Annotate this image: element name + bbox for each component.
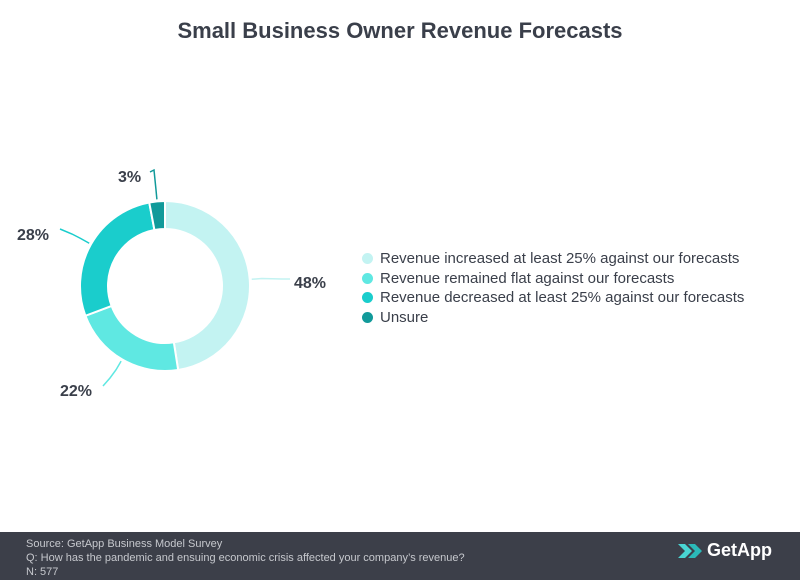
- leader-line-increased: [252, 278, 290, 279]
- legend-item-decreased[interactable]: Revenue decreased at least 25% against o…: [362, 288, 744, 308]
- leader-line-unsure: [150, 170, 157, 199]
- legend-item-flat[interactable]: Revenue remained flat against our foreca…: [362, 269, 744, 289]
- footer-notes: Source: GetApp Business Model Survey Q: …: [26, 537, 465, 579]
- logo-text: GetApp: [707, 540, 772, 561]
- footer: Source: GetApp Business Model Survey Q: …: [0, 532, 800, 580]
- donut-chart: 48% 22% 28% 3%: [0, 140, 360, 420]
- value-label-flat: 22%: [60, 383, 92, 400]
- legend-swatch: [362, 312, 373, 323]
- getapp-logo[interactable]: GetApp: [678, 540, 772, 561]
- legend-label: Revenue remained flat against our foreca…: [380, 270, 674, 287]
- legend-item-increased[interactable]: Revenue increased at least 25% against o…: [362, 249, 744, 269]
- sample-size-text: N: 577: [26, 565, 465, 579]
- slice-flat[interactable]: [85, 306, 178, 371]
- legend-label: Revenue decreased at least 25% against o…: [380, 289, 744, 306]
- slice-increased[interactable]: [165, 201, 250, 370]
- leader-line-decreased: [60, 229, 89, 243]
- legend: Revenue increased at least 25% against o…: [362, 249, 744, 327]
- getapp-chevron-icon: [678, 544, 702, 558]
- question-text: Q: How has the pandemic and ensuing econ…: [26, 551, 465, 565]
- legend-label: Revenue increased at least 25% against o…: [380, 250, 739, 267]
- value-label-increased: 48%: [294, 275, 326, 292]
- slice-decreased[interactable]: [80, 202, 154, 315]
- legend-swatch: [362, 253, 373, 264]
- legend-label: Unsure: [380, 309, 428, 326]
- chart-title: Small Business Owner Revenue Forecasts: [0, 18, 800, 44]
- value-label-decreased: 28%: [17, 227, 49, 244]
- source-text: Source: GetApp Business Model Survey: [26, 537, 465, 551]
- legend-swatch: [362, 292, 373, 303]
- leader-line-flat: [103, 361, 121, 386]
- value-label-unsure: 3%: [118, 169, 141, 186]
- legend-item-unsure[interactable]: Unsure: [362, 308, 744, 328]
- donut-slices: [80, 201, 250, 371]
- legend-swatch: [362, 273, 373, 284]
